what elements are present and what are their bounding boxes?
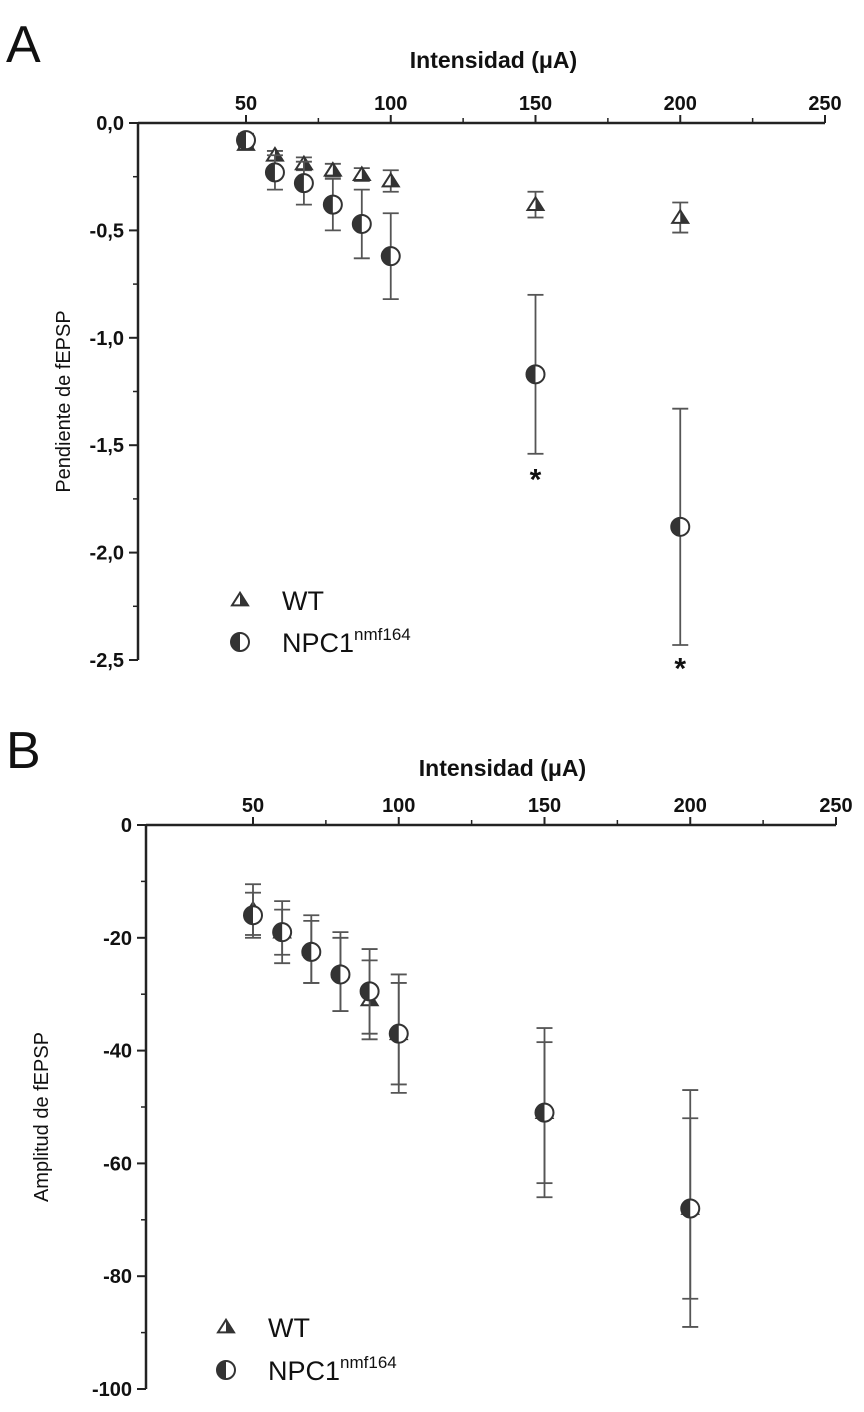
chart-panel-b: 50 100 150 200 250 0 -20 -40 -60 -80 -100 Intensida… <box>31 755 853 1401</box>
legend-triangle-icon-fill <box>226 1319 234 1333</box>
y-tick-label-a: -0,5 <box>90 220 124 242</box>
data-point-triangle <box>351 165 372 181</box>
y-tick-label-b: -60 <box>103 1153 132 1175</box>
legend-b: WT NPC1nmf164 <box>216 1313 397 1386</box>
legend-label-wt: WT <box>282 586 324 616</box>
panel-letter-a: A <box>6 16 41 74</box>
y-tick-label-b: -100 <box>92 1379 132 1401</box>
x-tick-label-b: 200 <box>674 795 707 817</box>
data-point-triangle-fill <box>390 173 399 187</box>
data-point-triangle-fill <box>361 167 370 180</box>
data-point-circle <box>388 1023 409 1044</box>
legend-a: WT NPC1nmf164 <box>230 586 411 658</box>
data-point-circle-fill <box>265 163 275 182</box>
y-tick-label-b: 0 <box>121 815 132 837</box>
legend-circle-icon <box>216 1360 236 1380</box>
data-point-triangle <box>323 161 343 177</box>
y-tick-label-a: -1,5 <box>90 435 124 457</box>
legend-circle-icon-fill <box>231 633 240 651</box>
panel-letter-b: B <box>6 722 41 780</box>
data-point-circle <box>359 981 380 1002</box>
data-point-triangle-fill <box>680 210 689 223</box>
data-point-circle <box>670 516 691 537</box>
y-axis-title-b: Amplitud de fEPSP <box>31 1032 53 1202</box>
data-point-circle <box>264 162 285 183</box>
legend-triangle-icon <box>216 1317 236 1334</box>
data-point-circle-fill <box>526 365 536 384</box>
data-point-triangle <box>380 171 401 188</box>
data-point-circle-fill <box>681 1199 691 1218</box>
legend-label-npc1: NPC1nmf164 <box>282 625 411 658</box>
data-point-circle-fill <box>331 965 341 984</box>
legend-circle-icon-fill <box>217 1361 226 1379</box>
x-tick-label-b: 150 <box>528 795 561 817</box>
chart-panel-a: 50 100 150 200 250 0,0 -0,5 -1,0 -1,5 -2,0 -2,5 Int… <box>53 47 842 685</box>
data-point-circle-fill <box>244 906 253 925</box>
y-tick-label-b: -80 <box>103 1266 132 1288</box>
data-point-circle <box>236 130 256 151</box>
data-point-circle <box>330 964 351 985</box>
data-point-circle-fill <box>323 195 333 214</box>
y-tick-label-a: -1,0 <box>90 328 124 350</box>
legend-triangle-icon <box>230 590 250 607</box>
data-point-circle <box>534 1102 555 1123</box>
x-tick-label-a: 250 <box>808 93 841 115</box>
data-point-circle <box>380 246 401 267</box>
data-point-circle-fill <box>535 1103 545 1122</box>
data-point-circle <box>243 905 263 926</box>
data-point-circle-fill <box>294 174 304 193</box>
x-axis-title-b: Intensidad (μA) <box>419 755 586 781</box>
series-npc1-b <box>243 891 701 1328</box>
data-point-circle <box>293 173 314 194</box>
data-point-circle-fill <box>352 214 362 233</box>
x-tick-label-b: 50 <box>242 795 264 817</box>
y-axis-title-a: Pendiente de fEPSP <box>53 310 75 492</box>
y-tick-label-a: 0,0 <box>96 113 124 135</box>
data-point-circle-fill <box>360 982 370 1001</box>
legend-label-npc1: NPC1nmf164 <box>268 1353 397 1386</box>
data-point-triangle <box>670 208 691 224</box>
data-point-circle-fill <box>237 131 246 150</box>
x-tick-label-a: 200 <box>664 93 697 115</box>
x-tick-label-a: 100 <box>374 93 407 115</box>
data-point-circle <box>272 922 293 943</box>
x-tick-label-b: 250 <box>819 795 852 817</box>
data-point-triangle-fill <box>303 156 312 170</box>
data-point-circle-fill <box>302 942 312 961</box>
y-tick-label-b: -40 <box>103 1041 132 1063</box>
data-point-circle-fill <box>671 517 681 536</box>
x-tick-label-b: 100 <box>382 795 415 817</box>
legend-circle-icon <box>230 632 250 652</box>
data-point-circle-fill <box>381 247 391 266</box>
data-point-triangle-fill <box>535 197 544 211</box>
x-axis-title-a: Intensidad (μA) <box>410 47 577 73</box>
y-tick-label-b: -20 <box>103 928 132 950</box>
data-point-triangle-fill <box>332 163 341 176</box>
data-point-triangle <box>525 195 546 212</box>
x-tick-label-a: 50 <box>235 93 257 115</box>
data-point-circle <box>301 941 322 962</box>
y-tick-label-a: -2,0 <box>90 543 124 565</box>
data-point-circle-fill <box>273 923 283 942</box>
x-tick-label-a: 150 <box>519 93 552 115</box>
data-point-circle-fill <box>389 1024 399 1043</box>
significance-asterisk: * <box>530 463 542 496</box>
data-point-circle <box>322 194 343 215</box>
data-point-circle <box>525 364 546 385</box>
y-tick-label-a: -2,5 <box>90 650 124 672</box>
legend-label-wt: WT <box>268 1313 310 1343</box>
significance-asterisk: * <box>674 652 686 685</box>
series-npc1-a <box>236 130 691 646</box>
legend-triangle-icon-fill <box>240 592 248 606</box>
data-point-circle <box>680 1198 701 1219</box>
data-point-circle <box>351 213 372 234</box>
